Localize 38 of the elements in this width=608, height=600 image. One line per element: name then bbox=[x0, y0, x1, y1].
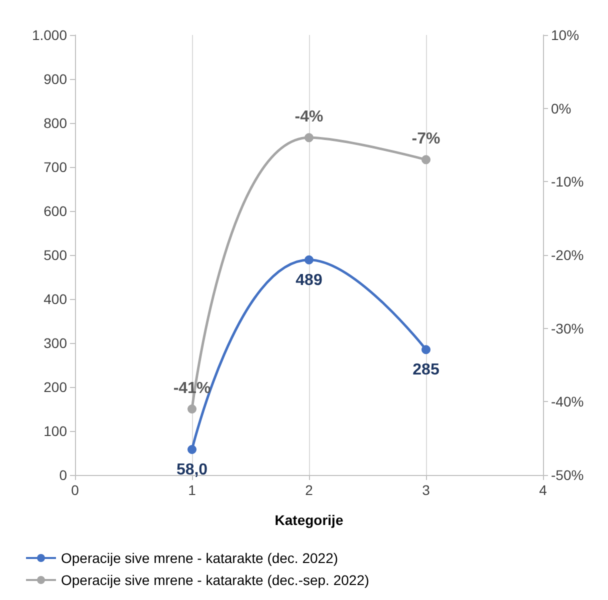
data-label: -41% bbox=[173, 380, 211, 397]
point bbox=[422, 155, 430, 164]
data-label: 58,0 bbox=[176, 461, 208, 478]
y-tick-label: 200 bbox=[44, 379, 68, 395]
y2-tick-label: -50% bbox=[551, 467, 584, 483]
y2-tick-label: -30% bbox=[551, 320, 584, 336]
y-tick-label: 900 bbox=[44, 71, 68, 87]
point bbox=[304, 255, 314, 264]
data-label: -7% bbox=[412, 130, 440, 148]
y-tick-label: 300 bbox=[44, 335, 68, 351]
point bbox=[422, 345, 430, 354]
data-label: -4% bbox=[294, 108, 324, 126]
y-tick-label: 400 bbox=[44, 291, 68, 307]
point bbox=[188, 444, 196, 454]
y-tick-label: 600 bbox=[44, 203, 68, 219]
point bbox=[188, 404, 196, 414]
point bbox=[304, 133, 314, 142]
y2-tick-label: -40% bbox=[551, 394, 584, 410]
legend-label: Operacije sive mrene - katarakte (dec.-sep. 2022) bbox=[61, 572, 370, 588]
y-tick-label: 500 bbox=[44, 247, 68, 263]
data-label: 489 bbox=[296, 272, 322, 289]
legend-label: Operacije sive mrene - katarakte (dec. 2022) bbox=[61, 550, 338, 566]
x-tick-label: 4 bbox=[539, 482, 548, 498]
x-tick-label: 0 bbox=[71, 482, 80, 498]
y2-tick-label: 0% bbox=[551, 100, 572, 116]
y2-tick-label: 10% bbox=[551, 27, 580, 43]
y2-tick-label: -10% bbox=[551, 174, 584, 190]
x-tick-label: 2 bbox=[305, 482, 314, 498]
y2-tick-label: -20% bbox=[551, 247, 584, 263]
y-tick-label: 1.000 bbox=[32, 27, 68, 43]
x-axis-title: Kategorije bbox=[274, 512, 344, 528]
y-tick-label: 0 bbox=[59, 467, 68, 483]
y-tick-label: 800 bbox=[44, 115, 68, 131]
y-tick-label: 700 bbox=[44, 159, 68, 175]
x-tick-label: 1 bbox=[188, 482, 196, 498]
x-tick-label: 3 bbox=[422, 482, 430, 498]
data-label: 285 bbox=[412, 362, 440, 379]
y-tick-label: 100 bbox=[44, 423, 68, 439]
